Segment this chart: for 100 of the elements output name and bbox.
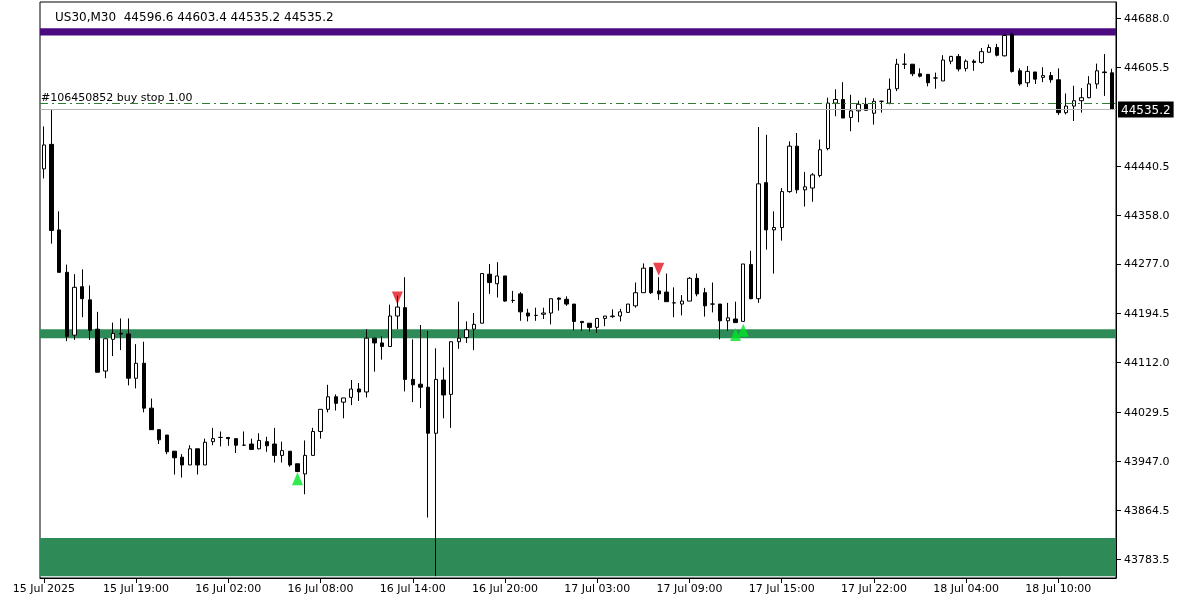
candlestick [726, 302, 730, 332]
candlestick [926, 73, 930, 87]
candlestick [457, 301, 461, 350]
candlestick [395, 295, 400, 330]
x-tick-label: 17 Jul 09:00 [656, 582, 723, 595]
point [653, 262, 665, 276]
candlestick [1049, 71, 1053, 84]
candlestick [42, 125, 46, 179]
candlestick [280, 441, 284, 464]
candlestick [334, 393, 338, 412]
candlestick [226, 436, 230, 447]
candlestick [564, 295, 569, 307]
candlestick [833, 88, 838, 117]
y-tick-label: 44277.0 [1124, 257, 1170, 271]
candlestick [172, 450, 177, 476]
candlestick [902, 52, 907, 70]
candlestick [441, 366, 446, 419]
candlestick [887, 78, 891, 105]
candlestick [572, 303, 576, 331]
candlestick [733, 301, 738, 324]
candlestick [787, 140, 792, 194]
candlestick [472, 312, 476, 351]
candlestick [242, 430, 246, 447]
candlestick [849, 94, 853, 132]
candlestick [910, 63, 915, 77]
candlestick [57, 210, 61, 273]
candlestick [995, 43, 999, 57]
candlestick [672, 286, 676, 318]
x-tick-label: 15 Jul 19:00 [103, 582, 170, 595]
candlestick [380, 335, 384, 361]
candlestick [580, 320, 584, 332]
candlestick [818, 139, 822, 178]
candlestick [526, 308, 530, 322]
candlestick [234, 438, 238, 454]
y-tick-label: 43783.5 [1124, 552, 1170, 566]
point [730, 328, 742, 342]
candlestick [534, 307, 538, 322]
candlestick [972, 58, 976, 72]
y-tick-label: 44194.5 [1124, 306, 1170, 320]
candlestick [411, 338, 415, 403]
candlestick [756, 126, 761, 304]
candlestick [803, 171, 807, 208]
candlestick [1056, 67, 1061, 116]
candlestick [557, 296, 561, 312]
candlestick [388, 304, 392, 348]
candlestick [933, 72, 938, 90]
y-tick-label: 44029.5 [1124, 405, 1170, 419]
candlestick [1033, 71, 1037, 85]
candlestick [119, 317, 123, 351]
candlestick [503, 275, 507, 303]
x-tick-label: 16 Jul 14:00 [379, 582, 446, 595]
y-tick-label: 44440.5 [1124, 159, 1170, 173]
candlestick [657, 276, 661, 301]
ref-line-label: 44535.2 [1121, 102, 1171, 117]
candlestick [595, 317, 599, 334]
candlestick [879, 100, 884, 114]
candlestick [418, 324, 423, 409]
candlestick [257, 432, 261, 450]
candlestick [72, 273, 77, 341]
candlestick [1041, 66, 1045, 83]
candlestick [949, 55, 953, 65]
candlestick [641, 262, 646, 294]
candlestick [195, 448, 200, 476]
candlestick [541, 307, 546, 320]
candlestick [487, 263, 492, 295]
x-tick-label: 18 Jul 10:00 [1025, 582, 1092, 595]
candlestick [810, 172, 815, 203]
candlestick [826, 97, 830, 151]
candlestick [449, 340, 453, 429]
candlestick [272, 427, 277, 464]
candlestick [1079, 87, 1084, 114]
candlestick [1025, 65, 1030, 88]
candlestick [695, 273, 699, 297]
x-tick-label: 16 Jul 02:00 [195, 582, 262, 595]
candlestick [218, 430, 223, 447]
candlestick [149, 398, 154, 431]
candlestick [895, 58, 899, 92]
candlestick [303, 439, 307, 495]
candlestick [780, 187, 784, 242]
candlestick [918, 67, 922, 78]
candlestick [165, 434, 169, 455]
x-tick-label: 15 Jul 2025 [12, 582, 75, 595]
candlestick [633, 282, 638, 309]
text: US30,M30 44596.6 44603.4 44535.2 44535.2 [55, 10, 334, 24]
candlestick [841, 81, 845, 119]
candlestick [856, 100, 861, 123]
candlestick [1110, 68, 1114, 111]
candlestick [749, 250, 753, 300]
candlestick [764, 134, 768, 251]
candlestick [603, 315, 607, 327]
candlestick [549, 298, 553, 325]
candlestick [265, 436, 269, 453]
candlestick [372, 337, 377, 373]
candlestick [111, 322, 115, 357]
candlestick [703, 287, 707, 318]
candlestick [403, 276, 407, 392]
candlestick [649, 267, 653, 295]
candlestick [710, 282, 715, 313]
x-tick-label: 18 Jul 04:00 [933, 582, 1000, 595]
candlestick [203, 438, 207, 466]
